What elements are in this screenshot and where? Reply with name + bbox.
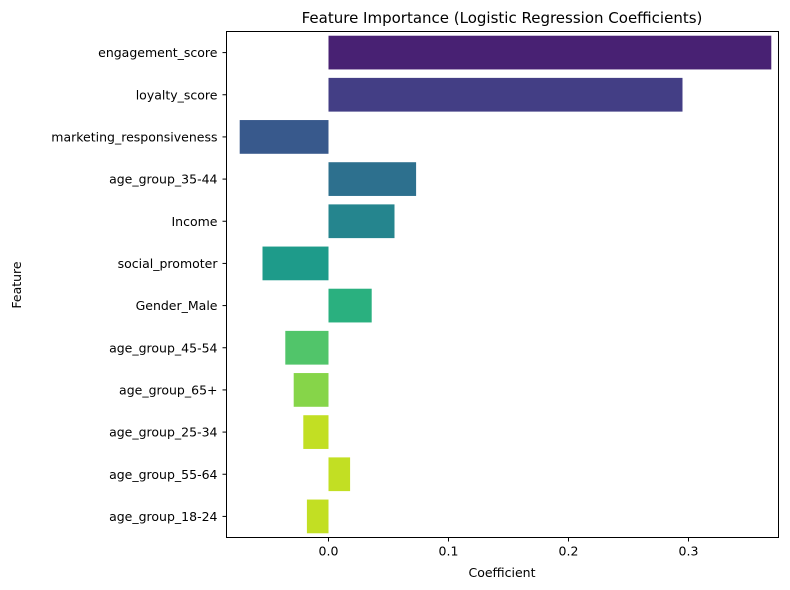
y-tick-label: Gender_Male	[136, 298, 218, 313]
x-axis-ticks: 0.0 0.1 0.2 0.3	[319, 537, 699, 559]
bar-age_group_55-64	[328, 457, 351, 492]
bar-Gender_Male	[328, 288, 372, 323]
x-tick-label: 0.3	[679, 544, 699, 559]
y-tick-label: social_promoter	[118, 256, 219, 271]
y-tick-label: age_group_55-64	[109, 467, 217, 482]
bar-engagement_score	[328, 35, 772, 70]
bar-age_group_18-24	[306, 499, 329, 534]
y-tick-label: Income	[172, 214, 218, 229]
y-tick-label: age_group_65+	[119, 382, 217, 397]
bar-loyalty_score	[328, 77, 683, 112]
bar-age_group_65+	[293, 373, 329, 407]
y-tick-label: loyalty_score	[136, 87, 218, 102]
bar-age_group_45-54	[285, 330, 329, 365]
y-axis-ticks: engagement_score loyalty_score marketing_r…	[51, 45, 227, 524]
bar-age_group_25-34	[303, 415, 329, 449]
chart-title: Feature Importance (Logistic Regression …	[302, 9, 703, 27]
x-axis-title: Coefficient	[468, 565, 535, 580]
bar-social_promoter	[262, 246, 329, 281]
bar-Income	[328, 204, 395, 239]
y-tick-label: age_group_25-34	[109, 425, 217, 440]
y-tick-label: age_group_45-54	[109, 340, 217, 355]
bar-marketing_responsiveness	[239, 120, 329, 154]
bars-group	[239, 35, 772, 534]
x-tick-label: 0.2	[559, 544, 579, 559]
x-tick-label: 0.0	[319, 544, 339, 559]
y-axis-title: Feature	[9, 261, 24, 309]
y-tick-label: marketing_responsiveness	[51, 129, 217, 144]
y-tick-label: age_group_18-24	[109, 509, 217, 524]
y-tick-label: age_group_35-44	[109, 172, 217, 187]
bar-age_group_35-44	[328, 162, 417, 196]
x-tick-label: 0.1	[439, 544, 459, 559]
plot-frame	[226, 31, 779, 538]
y-tick-label: engagement_score	[98, 45, 218, 60]
